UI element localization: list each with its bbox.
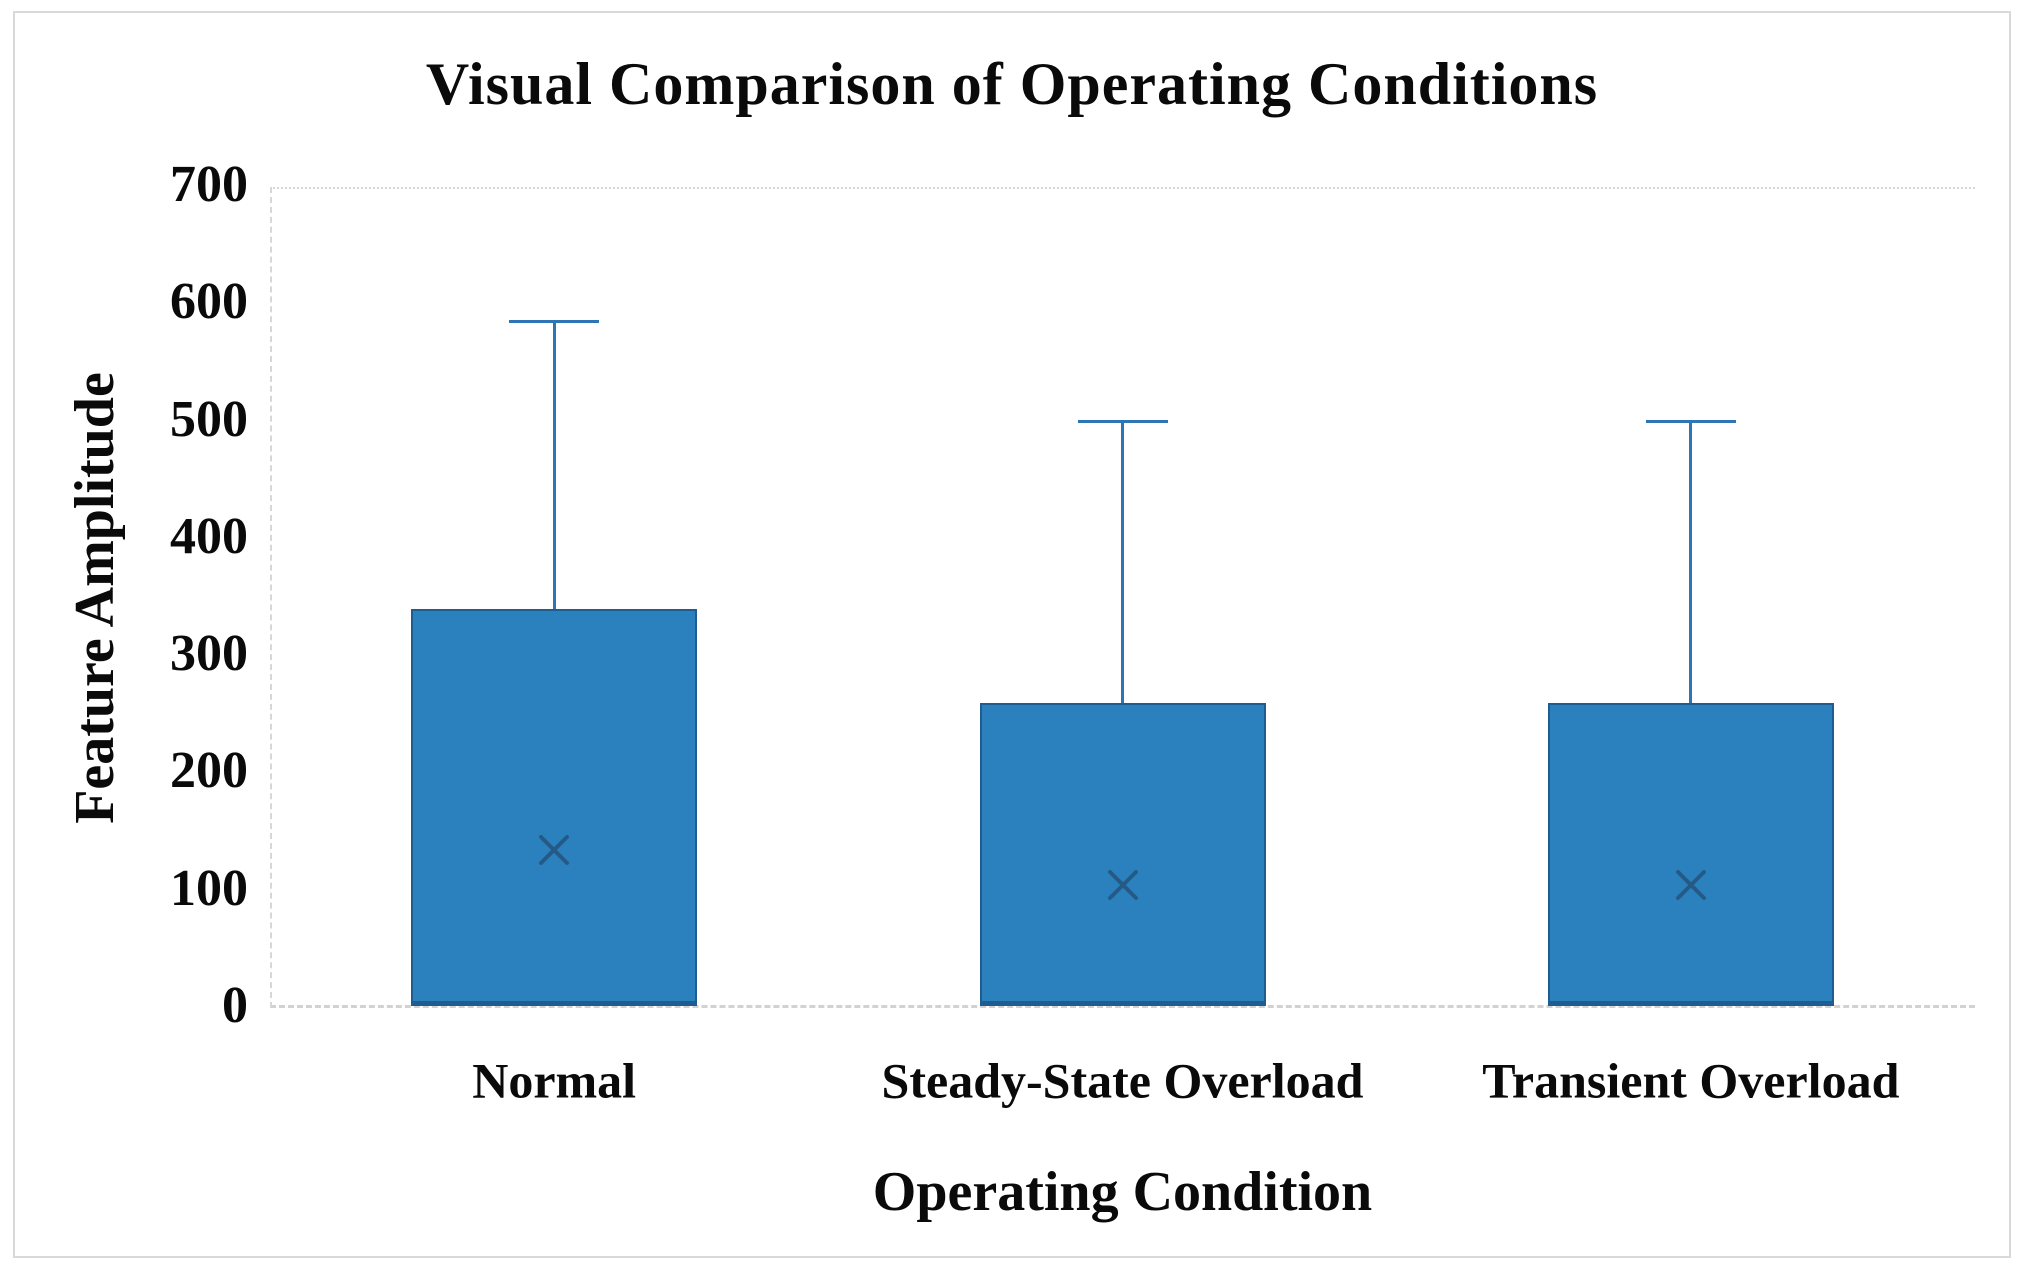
whisker-cap [1645,420,1736,424]
whisker-stem [552,321,556,610]
box-bar [411,609,698,1006]
y-tick-label: 300 [170,625,248,683]
category-label: Steady-State Overload [881,1052,1364,1109]
box-bar [979,703,1266,1006]
box-bar [1547,703,1834,1006]
y-tick-label: 400 [170,507,248,565]
plot-area [270,187,1975,1008]
category-label: Normal [472,1052,637,1109]
y-tick-label: 100 [170,859,248,917]
y-tick-label: 600 [170,273,248,331]
mean-x-marker-icon [1675,869,1706,900]
x-axis-title: Operating Condition [872,1161,1373,1223]
whisker-stem [1689,421,1693,704]
y-tick-label: 500 [170,390,248,448]
y-tick-label: 200 [170,742,248,800]
y-tick-label: 0 [222,976,248,1034]
chart-border [13,11,2011,1258]
mean-x-marker-icon [539,834,570,865]
category-label: Transient Overload [1482,1052,1900,1109]
mean-x-marker-icon [1107,869,1138,900]
whisker-stem [1121,421,1124,704]
chart-title: Visual Comparison of Operating Condition… [425,51,1599,117]
y-tick-label: 700 [170,155,248,213]
whisker-cap [1077,420,1168,424]
whisker-cap [509,320,600,324]
